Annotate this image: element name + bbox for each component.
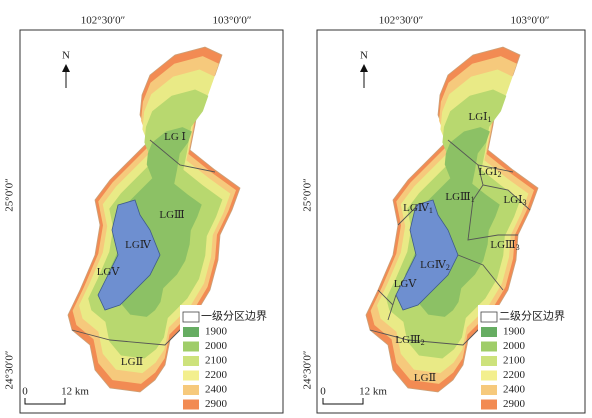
legend-title: 一级分区边界	[201, 310, 267, 323]
legend-label: 1900	[205, 326, 228, 338]
region-label: LGⅢ3	[490, 239, 519, 252]
region-label: LG Ⅰ	[164, 131, 186, 143]
region-name: LGⅣ	[420, 259, 447, 271]
region-name: LGⅠ	[503, 194, 522, 206]
legend-swatch	[481, 327, 497, 337]
legend-swatch	[183, 399, 199, 410]
map-panel: 102°30′0″ 103°0′0″25°0′0″24°30′0″NLGⅠ1LGⅠ…	[302, 15, 586, 414]
region-label: LGⅤ	[97, 266, 121, 278]
region-label: LGⅠ2	[478, 166, 501, 179]
region-subscript: 1	[488, 115, 492, 124]
legend-swatch	[481, 370, 497, 381]
legend-swatch	[183, 385, 199, 395]
legend-swatch	[183, 370, 199, 381]
legend-swatch	[481, 356, 497, 366]
region-label: LGⅡ	[121, 356, 143, 368]
longitude-label: 103°0′0″	[511, 15, 550, 27]
legend-swatch	[183, 327, 199, 337]
legend-label: 2400	[205, 384, 228, 396]
region-name: LGⅤ	[394, 278, 418, 290]
region-subscript: 3	[523, 198, 527, 207]
region-label: LGⅣ	[125, 239, 152, 251]
longitude-label: 102°30′0″	[379, 15, 423, 27]
region-subscript: 2	[446, 263, 450, 272]
legend-swatch	[481, 399, 497, 410]
legend-swatch	[183, 356, 199, 366]
map-panel: 102°30′0″ 103°0′0″ 25°0′0″ 24°30′0″ N LG Ⅰ LGⅢ…	[4, 15, 284, 414]
region-label: LGⅠ3	[503, 194, 526, 207]
longitude-label: 102°30′0″	[81, 15, 125, 27]
legend-label: 2900	[205, 398, 228, 410]
region-label: LGⅢ	[159, 209, 184, 221]
legend-label: 1900	[503, 326, 526, 338]
north-label: N	[62, 50, 70, 62]
legend-swatch	[481, 385, 497, 395]
region-subscript: 2	[498, 170, 502, 179]
scale-label: 12 km	[359, 386, 387, 398]
north-arrow-head	[360, 64, 368, 72]
region-name: LG Ⅰ	[164, 131, 186, 143]
region-label: LGⅣ1	[403, 202, 433, 215]
region-name: LGⅢ	[395, 334, 420, 346]
region-label: LGⅢ1	[445, 191, 474, 204]
zone-boundary	[369, 139, 531, 346]
legend-swatch	[480, 311, 498, 323]
legend-label: 2000	[205, 340, 228, 352]
legend-title: 二级分区边界	[499, 310, 565, 323]
region-name: LGⅠ	[468, 111, 487, 123]
region-name: LGⅠ	[478, 166, 497, 178]
region-subscript: 1	[429, 206, 433, 215]
latitude-label: 24°30′0″	[302, 351, 314, 390]
scale-label: 0	[22, 386, 28, 398]
region-name: LGⅡ	[414, 372, 436, 384]
legend-swatch	[182, 311, 200, 323]
region-subscript: 3	[516, 243, 520, 252]
latitude-label: 25°0′0″	[302, 178, 314, 211]
scale-label: 0	[320, 386, 326, 398]
north-label: N	[360, 50, 368, 62]
legend-label: 2200	[205, 369, 228, 381]
region-name: LGⅢ	[490, 239, 515, 251]
region-name: LGⅡ	[121, 356, 143, 368]
legend-label: 2100	[503, 355, 526, 367]
legend-label: 2200	[503, 369, 526, 381]
region-subscript: 2	[421, 338, 425, 347]
scale-bar	[322, 398, 364, 405]
scale-bar	[24, 398, 66, 405]
legend-label: 2900	[503, 398, 526, 410]
region-label: LGⅤ	[394, 278, 418, 290]
region-name: LGⅢ	[159, 209, 184, 221]
north-arrow-head	[62, 64, 70, 72]
region-label: LGⅠ1	[468, 111, 491, 124]
region-name: LGⅢ	[445, 191, 470, 203]
region-label: LGⅡ	[414, 372, 436, 384]
legend-swatch	[183, 341, 199, 352]
longitude-label: 103°0′0″	[213, 15, 252, 27]
region-label: LGⅣ2	[420, 259, 450, 272]
legend-label: 2400	[503, 384, 526, 396]
region-name: LGⅣ	[125, 239, 152, 251]
latitude-label: 24°30′0″	[4, 351, 16, 390]
scale-label: 12 km	[61, 386, 89, 398]
legend-swatch	[481, 341, 497, 352]
region-label: LGⅢ2	[395, 334, 424, 347]
latitude-label: 25°0′0″	[4, 178, 16, 211]
region-name: LGⅤ	[97, 266, 121, 278]
region-name: LGⅣ	[403, 202, 430, 214]
region-subscript: 1	[471, 195, 475, 204]
legend-label: 2100	[205, 355, 228, 367]
legend-label: 2000	[503, 340, 526, 352]
